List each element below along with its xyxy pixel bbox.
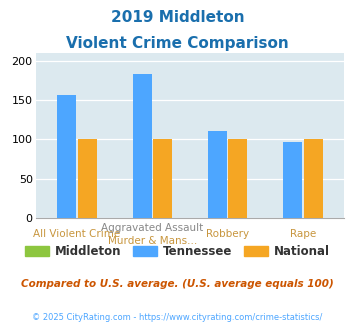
Text: Aggravated Assault: Aggravated Assault (101, 223, 203, 233)
Bar (228, 139, 247, 218)
Text: Robbery: Robbery (206, 229, 249, 239)
Text: Rape: Rape (290, 229, 316, 239)
Bar (304, 139, 322, 218)
Bar (208, 131, 227, 218)
Legend: Middleton, Tennessee, National: Middleton, Tennessee, National (26, 245, 329, 258)
Text: 2019 Middleton: 2019 Middleton (111, 10, 244, 25)
Bar (283, 142, 302, 218)
Text: All Violent Crime: All Violent Crime (33, 229, 121, 239)
Bar (133, 74, 152, 218)
Text: © 2025 CityRating.com - https://www.cityrating.com/crime-statistics/: © 2025 CityRating.com - https://www.city… (32, 314, 323, 322)
Text: Violent Crime Comparison: Violent Crime Comparison (66, 36, 289, 51)
Bar (153, 139, 172, 218)
Text: Compared to U.S. average. (U.S. average equals 100): Compared to U.S. average. (U.S. average … (21, 279, 334, 289)
Text: Murder & Mans...: Murder & Mans... (108, 236, 197, 246)
Bar (78, 139, 97, 218)
Bar (58, 95, 76, 218)
